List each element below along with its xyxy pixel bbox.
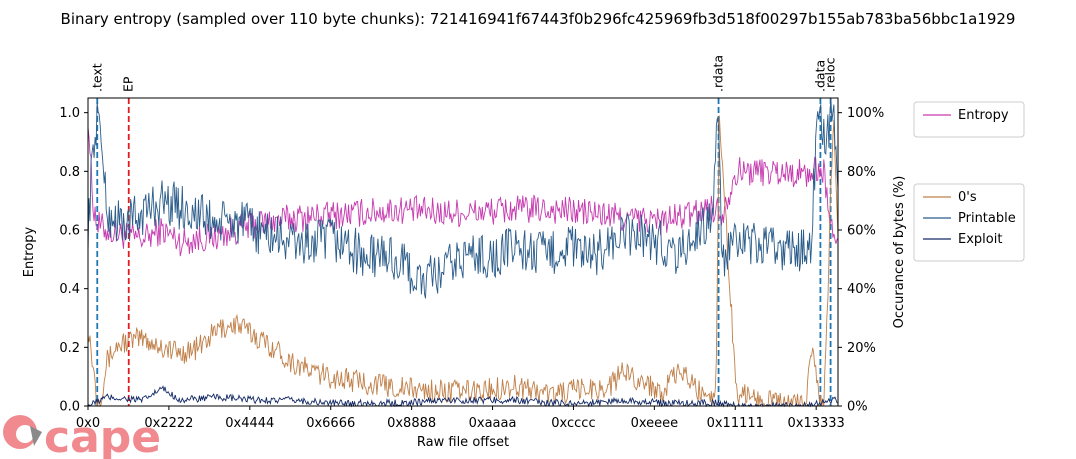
y-tick-label-2: 0.4 [59, 282, 80, 297]
legend-entropy: Entropy [913, 101, 1025, 138]
y-tick-label-0: 0.0 [59, 400, 80, 415]
y-tick-label-5: 1.0 [59, 106, 80, 121]
x-axis-label: Raw file offset [417, 435, 509, 450]
section-label-2: .rdata [711, 55, 726, 92]
section-label-4: .reloc [823, 57, 838, 92]
section-markers: .text EP .rdata .data.reloc [89, 55, 838, 406]
series-lines [87, 97, 839, 408]
y2-tick-label-1: 20% [847, 341, 876, 356]
x-tick-label-4: 0x8888 [387, 416, 436, 431]
section-label-3: .data [812, 60, 827, 92]
section-label-0: .text [89, 63, 104, 92]
logo-text: cape [44, 412, 161, 459]
section-label-1: EP [121, 76, 136, 92]
legend-bottom-label-0: 0's [958, 190, 977, 205]
cape-logo: cape [3, 412, 161, 459]
legend-bytes: 0's Printable Exploit [913, 183, 1025, 262]
x-tick-label-5: 0xaaaa [469, 416, 517, 431]
series-line-3 [87, 385, 839, 408]
series-line-1 [87, 115, 839, 408]
x-tick-label-0: 0x0 [76, 416, 100, 431]
x-tick-label-7: 0xeeee [631, 416, 679, 431]
x-tick-label-6: 0xcccc [551, 416, 595, 431]
legend-bottom-label-1: Printable [958, 211, 1016, 226]
x-tick-label-8: 0x11111 [707, 416, 764, 431]
y-axis-label: Entropy [22, 226, 37, 277]
x-axis-ticks: 0x0 0x2222 0x4444 0x6666 0x8888 0xaaaa 0xcccc 0… [76, 406, 845, 431]
y-tick-label-4: 0.8 [59, 165, 80, 180]
series-line-2 [87, 97, 839, 299]
y2-axis-label: Occurance of bytes (%) [892, 176, 907, 329]
logo-mark-tail [30, 426, 42, 446]
y-tick-label-1: 0.2 [59, 341, 80, 356]
y-tick-label-3: 0.6 [59, 224, 80, 239]
y2-tick-label-4: 80% [847, 165, 876, 180]
legend-bottom-box [913, 183, 1025, 262]
legend-bottom-label-2: Exploit [958, 232, 1002, 247]
y2-tick-label-3: 60% [847, 224, 876, 239]
legend-top-label-0: Entropy [958, 108, 1009, 123]
x-tick-label-3: 0x6666 [306, 416, 355, 431]
y2-tick-label-2: 40% [847, 282, 876, 297]
chart-title: Binary entropy (sampled over 110 byte ch… [61, 10, 1016, 28]
x-tick-label-1: 0x2222 [144, 416, 193, 431]
y-axis-ticks: 0.0 0.2 0.4 0.6 0.8 1.0 [59, 106, 88, 415]
y2-tick-label-0: 0% [847, 400, 868, 415]
x-tick-label-9: 0x13333 [788, 416, 845, 431]
plot-frame [87, 97, 839, 407]
y2-axis-ticks: 0% 20% 40% 60% 80% 100% [838, 106, 884, 415]
series-line-0 [87, 127, 839, 257]
logo-mark-inner [16, 425, 34, 443]
y2-tick-label-5: 100% [847, 106, 884, 121]
x-tick-label-2: 0x4444 [225, 416, 274, 431]
legend-top-box [913, 101, 1025, 138]
